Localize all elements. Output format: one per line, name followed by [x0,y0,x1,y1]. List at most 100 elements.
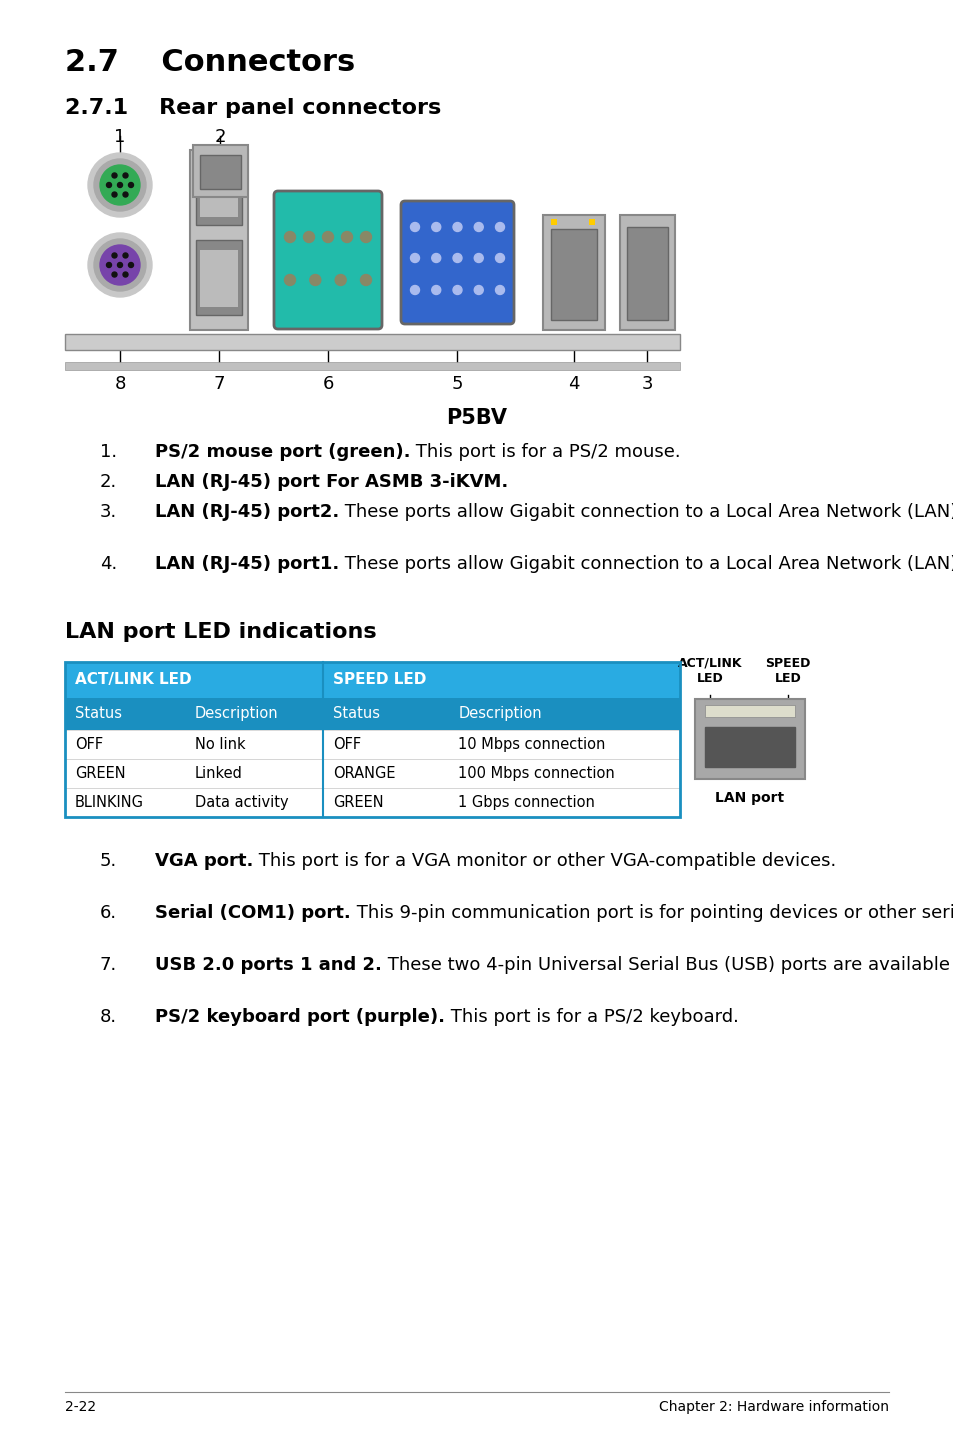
Text: 7: 7 [213,375,225,393]
Circle shape [94,239,146,290]
Text: Status: Status [333,706,380,722]
Text: Chapter 2: Hardware information: Chapter 2: Hardware information [659,1401,888,1414]
Circle shape [495,223,504,232]
Circle shape [432,253,440,263]
FancyBboxPatch shape [195,240,242,315]
Circle shape [310,275,320,286]
Text: ACT/LINK LED: ACT/LINK LED [75,673,192,687]
FancyBboxPatch shape [695,699,804,779]
Circle shape [360,232,371,243]
Circle shape [474,286,483,295]
Circle shape [284,232,295,243]
Text: LAN (RJ-45) port For ASMB 3-iKVM.: LAN (RJ-45) port For ASMB 3-iKVM. [154,473,508,490]
Text: LAN port: LAN port [715,791,783,805]
FancyBboxPatch shape [65,661,679,697]
Circle shape [123,193,128,197]
Text: This port is for a PS/2 keyboard.: This port is for a PS/2 keyboard. [444,1008,739,1025]
FancyBboxPatch shape [704,728,794,766]
Circle shape [410,253,419,263]
Text: 8: 8 [114,375,126,393]
Text: 5.: 5. [100,851,117,870]
FancyBboxPatch shape [619,216,675,329]
FancyBboxPatch shape [65,731,679,759]
Circle shape [129,263,133,267]
FancyBboxPatch shape [542,216,604,329]
Text: 100 Mbps connection: 100 Mbps connection [457,766,615,781]
Text: 2.: 2. [100,473,117,490]
Text: These ports allow Gigabit connection to a Local Area Network (LAN) through a net: These ports allow Gigabit connection to … [339,555,953,572]
FancyBboxPatch shape [65,362,679,370]
FancyBboxPatch shape [195,160,242,224]
Circle shape [453,223,461,232]
Text: 2.7.1    Rear panel connectors: 2.7.1 Rear panel connectors [65,98,441,118]
Circle shape [123,173,128,178]
Circle shape [410,223,419,232]
Circle shape [117,263,122,267]
Circle shape [107,263,112,267]
Circle shape [495,286,504,295]
Text: Data activity: Data activity [194,795,289,810]
Circle shape [453,286,461,295]
FancyBboxPatch shape [65,334,679,349]
Circle shape [410,286,419,295]
FancyBboxPatch shape [200,170,237,217]
Circle shape [474,223,483,232]
Text: SPEED LED: SPEED LED [333,673,426,687]
FancyBboxPatch shape [400,201,514,324]
Text: ACT/LINK
LED: ACT/LINK LED [677,657,741,684]
Circle shape [432,223,440,232]
Circle shape [112,193,117,197]
Text: OFF: OFF [333,738,361,752]
Circle shape [335,275,346,286]
Text: 8.: 8. [100,1008,117,1025]
Text: 1: 1 [114,128,126,147]
Text: SPEED
LED: SPEED LED [764,657,810,684]
Text: ORANGE: ORANGE [333,766,395,781]
Circle shape [123,253,128,257]
Circle shape [94,160,146,211]
Circle shape [341,232,352,243]
Text: USB 2.0 ports 1 and 2.: USB 2.0 ports 1 and 2. [154,956,381,974]
Text: OFF: OFF [75,738,103,752]
Text: 1.: 1. [100,443,117,462]
FancyBboxPatch shape [65,697,679,731]
Circle shape [117,183,122,187]
Circle shape [432,286,440,295]
Text: GREEN: GREEN [333,795,383,810]
FancyBboxPatch shape [704,705,794,718]
Text: LAN port LED indications: LAN port LED indications [65,623,376,641]
FancyBboxPatch shape [65,788,679,817]
Circle shape [88,152,152,217]
Circle shape [100,244,140,285]
Text: 2: 2 [214,128,226,147]
Circle shape [284,275,295,286]
Text: These ports allow Gigabit connection to a Local Area Network (LAN) through a net: These ports allow Gigabit connection to … [339,503,953,521]
FancyBboxPatch shape [551,219,557,224]
FancyBboxPatch shape [200,250,237,306]
FancyBboxPatch shape [626,227,667,321]
FancyBboxPatch shape [65,759,679,788]
Text: Description: Description [194,706,278,722]
Text: P5BV: P5BV [446,408,507,429]
FancyBboxPatch shape [190,150,248,329]
FancyBboxPatch shape [200,155,241,188]
Text: LAN (RJ-45) port2.: LAN (RJ-45) port2. [154,503,339,521]
Text: 4: 4 [568,375,579,393]
Circle shape [100,165,140,206]
Text: 1 Gbps connection: 1 Gbps connection [457,795,595,810]
Circle shape [107,183,112,187]
Text: These two 4-pin Universal Serial Bus (USB) ports are available for connecting US: These two 4-pin Universal Serial Bus (US… [381,956,953,974]
Text: This port is for a PS/2 mouse.: This port is for a PS/2 mouse. [410,443,680,462]
Text: 6: 6 [322,375,334,393]
Circle shape [495,253,504,263]
Circle shape [112,272,117,278]
Text: PS/2 mouse port (green).: PS/2 mouse port (green). [154,443,410,462]
Text: 7.: 7. [100,956,117,974]
Circle shape [322,232,334,243]
Circle shape [112,173,117,178]
Circle shape [303,232,314,243]
FancyBboxPatch shape [274,191,381,329]
FancyBboxPatch shape [551,229,597,321]
Text: No link: No link [194,738,245,752]
Text: This 9-pin communication port is for pointing devices or other serial devices.: This 9-pin communication port is for poi… [351,905,953,922]
